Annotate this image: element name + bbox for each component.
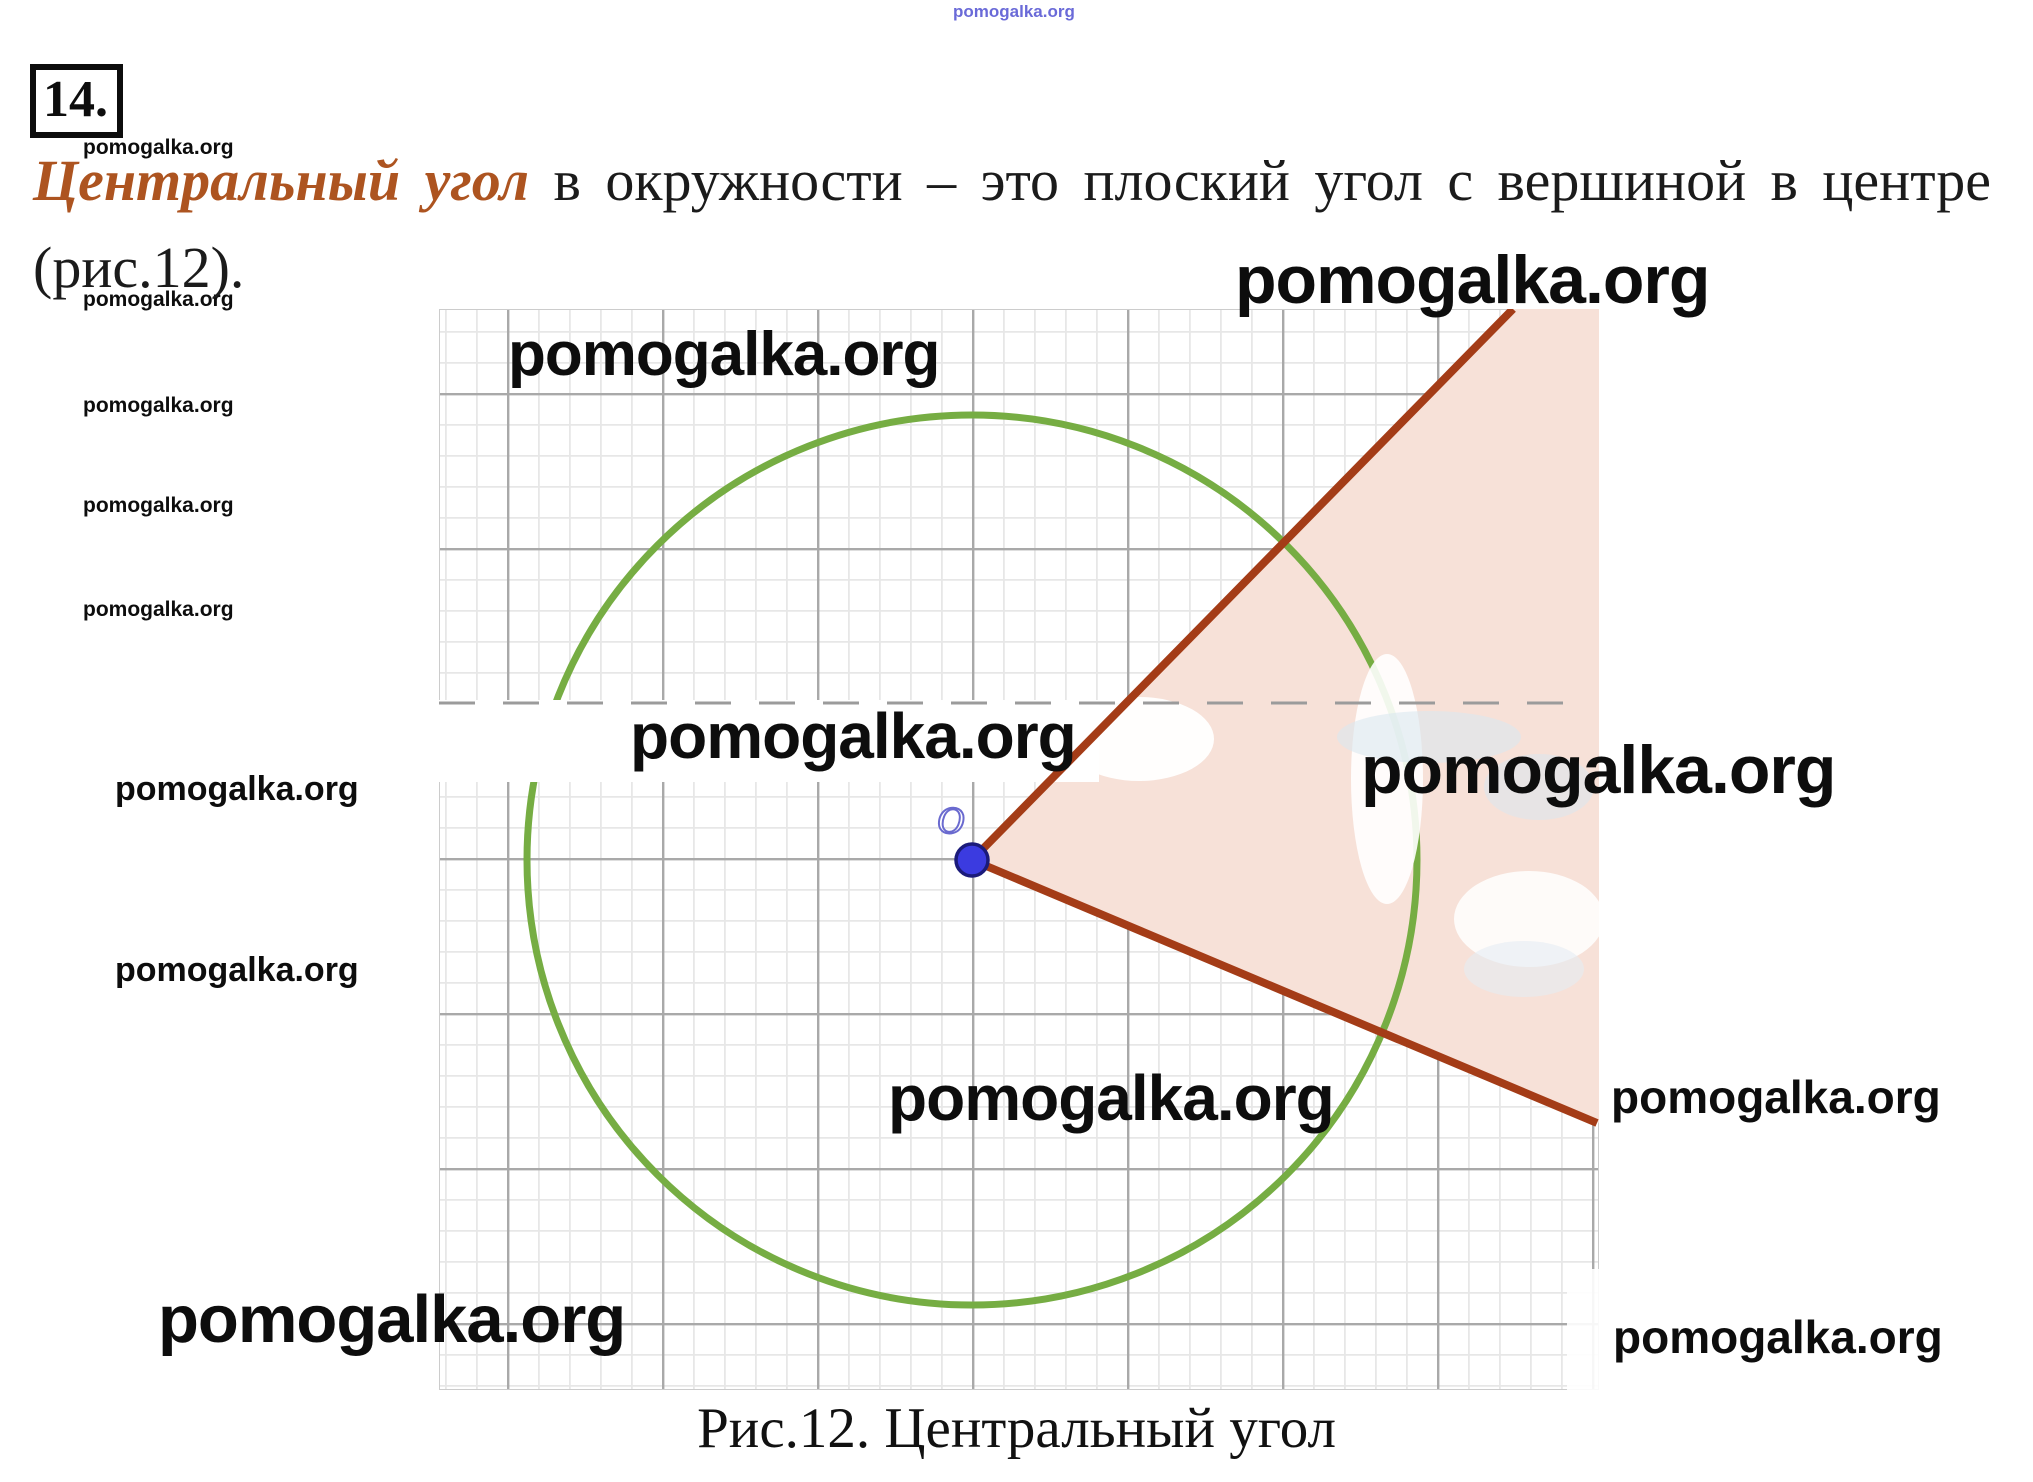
watermark-top-blue: pomogalka.org bbox=[953, 2, 1075, 21]
watermark-left-medium-1: pomogalka.org bbox=[115, 770, 359, 808]
figure-central-angle: O bbox=[439, 306, 1604, 1390]
figure-canvas: O bbox=[439, 306, 1604, 1390]
circle bbox=[523, 411, 1421, 1309]
watermark-left-0: pomogalka.org bbox=[83, 136, 234, 159]
watermark-figure-top: pomogalka.org bbox=[508, 320, 940, 389]
definition-paragraph: Центральный угол в окружности – это плос… bbox=[33, 146, 1991, 216]
erasure-corner bbox=[1567, 1269, 1599, 1390]
watermark-below-center: pomogalka.org bbox=[888, 1062, 1335, 1134]
watermark-middle-right: pomogalka.org bbox=[1361, 732, 1836, 808]
watermark-top-right: pomogalka.org bbox=[1235, 242, 1710, 318]
center-point-label: O bbox=[937, 800, 964, 842]
smudge-blue-2 bbox=[1484, 754, 1594, 820]
watermark-left-4: pomogalka.org bbox=[83, 598, 234, 621]
watermark-middle-left: pomogalka.org bbox=[630, 700, 1077, 772]
watermark-right-small: pomogalka.org bbox=[1611, 1071, 1941, 1123]
smudge-blue-3 bbox=[1464, 941, 1584, 997]
center-point bbox=[954, 842, 990, 878]
watermark-bottom-left: pomogalka.org bbox=[158, 1282, 626, 1357]
angle-sector-fill bbox=[972, 309, 1599, 1123]
watermark-left-1: pomogalka.org bbox=[83, 288, 234, 311]
watermark-left-medium-2: pomogalka.org bbox=[115, 951, 359, 989]
smudge-blue-1 bbox=[1337, 711, 1521, 763]
watermark-left-3: pomogalka.org bbox=[83, 494, 234, 517]
definition-term: Центральный угол bbox=[33, 148, 530, 213]
figure-caption: Рис.12. Центральный угол bbox=[697, 1397, 1336, 1460]
section-number-badge: 14. bbox=[30, 64, 123, 138]
watermark-bottom-right-small: pomogalka.org bbox=[1613, 1311, 1943, 1363]
definition-rest: в окружности – это плоский угол с вершин… bbox=[529, 148, 1992, 213]
erasure-blob-1 bbox=[1064, 697, 1214, 781]
erasure-band bbox=[439, 700, 1099, 782]
erasure-blob-3 bbox=[1454, 871, 1604, 967]
angle-ray-upper bbox=[969, 306, 1516, 863]
angle-ray-lower bbox=[970, 856, 1599, 1127]
definition-figure-ref: (рис.12). bbox=[33, 235, 245, 300]
watermark-left-2: pomogalka.org bbox=[83, 394, 234, 417]
